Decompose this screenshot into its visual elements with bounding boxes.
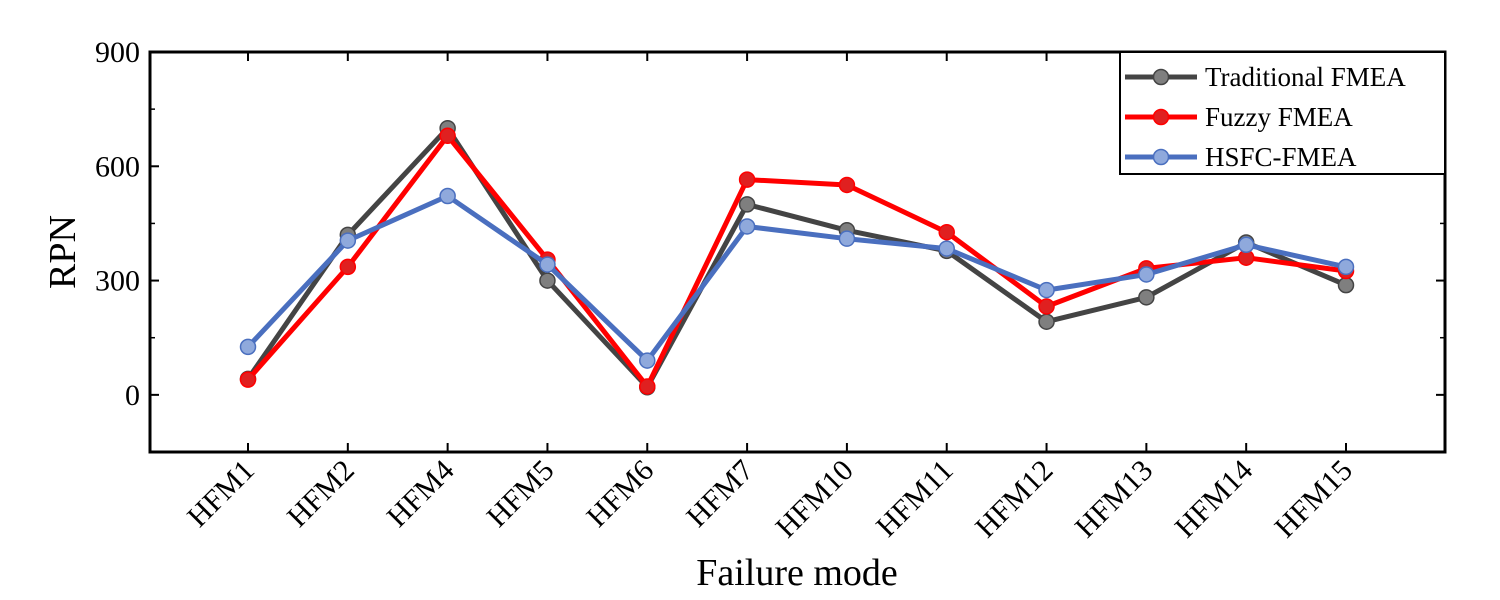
x-tick-label: HFM4 bbox=[381, 454, 461, 534]
x-tick-label: HFM13 bbox=[1069, 454, 1160, 545]
x-tick-label: HFM2 bbox=[281, 454, 361, 534]
x-tick-label: HFM5 bbox=[480, 454, 560, 534]
data-point bbox=[738, 196, 756, 213]
series-line bbox=[246, 193, 1347, 364]
data-point bbox=[838, 230, 856, 247]
data-point bbox=[1337, 276, 1355, 294]
data-point bbox=[439, 127, 456, 145]
x-tick-label: HFM14 bbox=[1169, 454, 1260, 545]
legend-label: Traditional FMEA bbox=[1205, 62, 1406, 92]
data-point bbox=[938, 240, 955, 257]
series-layer bbox=[239, 119, 1355, 396]
y-tick-label: 900 bbox=[95, 36, 140, 69]
data-point bbox=[339, 232, 357, 249]
x-tick-label: HFM1 bbox=[181, 454, 261, 534]
data-point bbox=[738, 171, 756, 188]
data-point bbox=[1237, 236, 1255, 254]
data-point bbox=[738, 218, 756, 235]
series-line bbox=[246, 133, 1347, 389]
data-point bbox=[239, 371, 257, 388]
data-point bbox=[838, 176, 856, 194]
data-point bbox=[1038, 281, 1055, 299]
x-tick-label: HFM10 bbox=[769, 454, 860, 545]
series-1 bbox=[239, 127, 1355, 395]
data-point bbox=[539, 256, 556, 273]
legend-label: HSFC-FMEA bbox=[1205, 142, 1357, 172]
data-point bbox=[1038, 313, 1055, 330]
data-point bbox=[1337, 258, 1355, 276]
x-tick-label: HFM12 bbox=[969, 454, 1060, 545]
series-2 bbox=[239, 187, 1355, 369]
y-tick-label: 300 bbox=[95, 265, 140, 298]
data-point bbox=[1038, 298, 1055, 315]
y-tick-label: 0 bbox=[125, 379, 140, 412]
legend-swatch-marker bbox=[1152, 68, 1170, 86]
x-tick-label: HFM6 bbox=[580, 454, 660, 534]
x-tick-label: HFM11 bbox=[870, 454, 960, 544]
data-point bbox=[439, 187, 456, 205]
series-line bbox=[245, 125, 1347, 390]
data-point bbox=[639, 352, 656, 369]
x-tick-label: HFM7 bbox=[680, 454, 760, 534]
legend-swatch-marker bbox=[1152, 148, 1170, 166]
x-axis-title: Failure mode bbox=[696, 552, 898, 594]
x-tick-label: HFM15 bbox=[1268, 454, 1359, 545]
y-tick-label: 600 bbox=[95, 150, 140, 183]
data-point bbox=[639, 378, 656, 395]
data-point bbox=[1138, 289, 1155, 306]
data-point bbox=[239, 338, 257, 356]
data-point bbox=[938, 223, 955, 241]
data-point bbox=[1138, 266, 1155, 283]
legend: Traditional FMEA Fuzzy FMEA HSFC-FMEA bbox=[1119, 51, 1446, 175]
legend-swatch-marker bbox=[1152, 108, 1170, 126]
legend-label: Fuzzy FMEA bbox=[1205, 102, 1353, 132]
plot-frame bbox=[148, 50, 1447, 454]
legend-box bbox=[1119, 51, 1446, 175]
data-point bbox=[339, 258, 357, 276]
data-point bbox=[539, 272, 556, 289]
y-axis-title: RPN bbox=[42, 215, 84, 289]
